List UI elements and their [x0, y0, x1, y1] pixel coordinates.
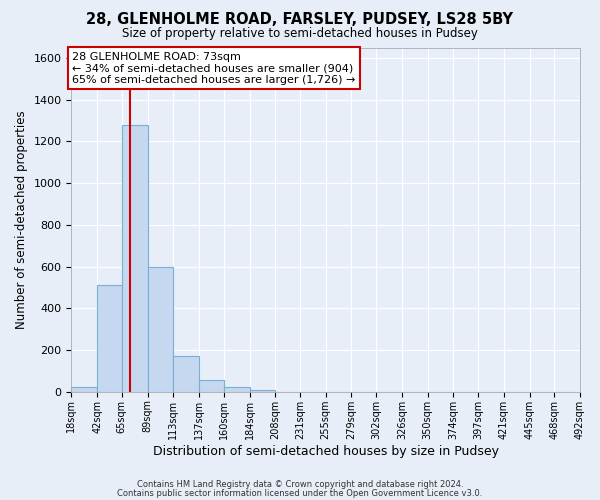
Text: Contains public sector information licensed under the Open Government Licence v3: Contains public sector information licen… [118, 488, 482, 498]
Bar [199, 380, 224, 392]
Bar [71, 386, 97, 392]
X-axis label: Distribution of semi-detached houses by size in Pudsey: Distribution of semi-detached houses by … [153, 444, 499, 458]
Bar [122, 124, 148, 392]
Text: Size of property relative to semi-detached houses in Pudsey: Size of property relative to semi-detach… [122, 28, 478, 40]
Text: 28 GLENHOLME ROAD: 73sqm
← 34% of semi-detached houses are smaller (904)
65% of : 28 GLENHOLME ROAD: 73sqm ← 34% of semi-d… [73, 52, 356, 85]
Y-axis label: Number of semi-detached properties: Number of semi-detached properties [15, 110, 28, 329]
Bar [97, 286, 122, 392]
Bar [250, 390, 275, 392]
Text: 28, GLENHOLME ROAD, FARSLEY, PUDSEY, LS28 5BY: 28, GLENHOLME ROAD, FARSLEY, PUDSEY, LS2… [86, 12, 514, 28]
Bar [224, 386, 250, 392]
Bar [173, 356, 199, 392]
Text: Contains HM Land Registry data © Crown copyright and database right 2024.: Contains HM Land Registry data © Crown c… [137, 480, 463, 489]
Bar [148, 266, 173, 392]
